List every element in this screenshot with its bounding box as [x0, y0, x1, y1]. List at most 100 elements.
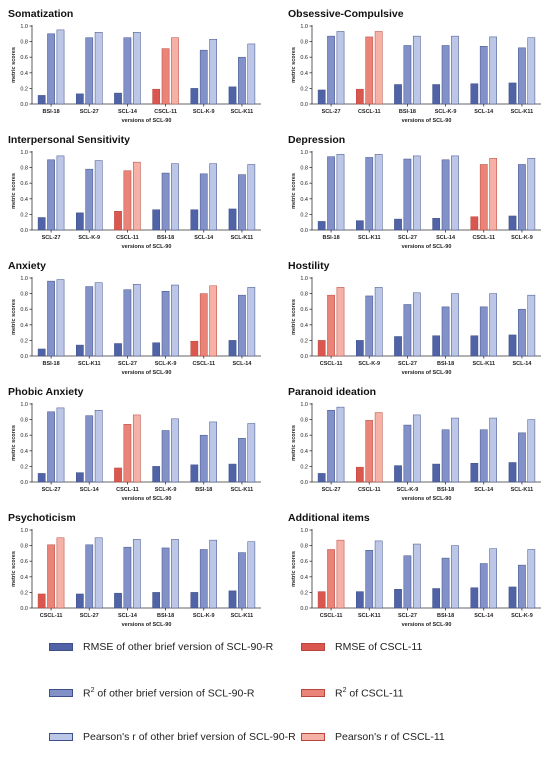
bar — [441, 306, 450, 357]
bar — [114, 467, 122, 483]
y-tick-label: 1.0 — [300, 528, 308, 534]
x-tick-label: SCL-K-9 — [358, 361, 380, 367]
x-tick-label: SCL-14 — [512, 361, 532, 367]
bar — [470, 335, 479, 357]
bar — [132, 539, 141, 609]
y-tick-label: 0.8 — [20, 166, 28, 172]
legend-label: RMSE of other brief version of SCL-90-R — [83, 641, 274, 653]
bar — [327, 35, 335, 105]
bar — [394, 589, 402, 609]
bar — [432, 218, 441, 231]
x-axis-label: versions of SCL-90 — [402, 370, 452, 376]
x-tick-label: SCL-14 — [118, 109, 138, 115]
y-tick-label: 0.2 — [20, 212, 28, 218]
bar — [247, 43, 256, 105]
bar — [94, 282, 103, 357]
bar — [508, 215, 517, 231]
y-tick-label: 0.8 — [300, 40, 308, 46]
y-tick-label: 0.4 — [20, 575, 28, 581]
bar — [327, 409, 335, 483]
chart-svg: Depression 0.0 0.2 0.4 0.6 0.8 1.0 metric score… — [288, 134, 541, 250]
x-axis-label: versions of SCL-90 — [122, 244, 172, 250]
bar — [114, 211, 122, 231]
bar — [171, 284, 179, 357]
bar — [365, 157, 374, 231]
bar — [479, 306, 488, 357]
y-tick-label: 1.0 — [20, 276, 28, 282]
chart-svg: Hostility 0.0 0.2 0.4 0.6 0.8 1.0 metric scores… — [288, 260, 541, 376]
bar — [199, 434, 208, 483]
bar — [37, 348, 46, 357]
x-tick-label: CSCL-11 — [358, 109, 381, 115]
chart-svg: Phobic Anxiety 0.0 0.2 0.4 0.6 0.8 1.0 metric s… — [8, 386, 261, 502]
bar — [508, 82, 517, 105]
bar — [47, 159, 55, 231]
bar — [76, 593, 84, 609]
bar — [527, 294, 536, 357]
legend-swatch — [301, 689, 325, 697]
y-tick-label: 0.0 — [20, 606, 28, 612]
x-tick-label: SCL-27 — [322, 487, 341, 493]
bar — [441, 429, 450, 483]
y-tick-label: 0.0 — [300, 354, 308, 360]
bar — [171, 418, 179, 483]
bar — [479, 164, 488, 231]
legend-item: R2 of other brief version of SCL-90-R — [49, 686, 254, 700]
bar — [356, 466, 364, 483]
x-tick-label: SCL-K-9 — [397, 487, 419, 493]
bar — [37, 473, 46, 483]
legend-label-superscript: 2 — [342, 686, 347, 694]
x-axis-label: versions of SCL-90 — [122, 496, 172, 502]
bar — [479, 429, 488, 483]
y-tick-label: 0.2 — [300, 338, 308, 344]
x-axis-label: versions of SCL-90 — [122, 622, 172, 628]
legend-label-text: of CSCL-11 — [346, 687, 404, 700]
x-axis-label: versions of SCL-90 — [402, 622, 452, 628]
y-tick-label: 0.4 — [300, 449, 308, 455]
chart-svg: Interpersonal Sensitivity 0.0 0.2 0.4 0.6 0.8… — [8, 134, 261, 250]
y-axis-label: metric scores — [291, 299, 297, 335]
y-tick-label: 0.6 — [20, 181, 28, 187]
x-tick-label: CSCL-11 — [320, 613, 343, 619]
bar — [374, 287, 383, 357]
y-tick-label: 0.6 — [20, 307, 28, 313]
y-axis-label: metric scores — [11, 173, 17, 209]
y-tick-label: 0.6 — [300, 307, 308, 313]
x-tick-label: SCL-27 — [118, 361, 137, 367]
y-tick-label: 1.0 — [20, 528, 28, 534]
bar — [114, 343, 122, 357]
chart-svg: Obsessive-Compulsive 0.0 0.2 0.4 0.6 0.8 1.0 me… — [288, 8, 541, 124]
bar — [403, 45, 412, 105]
y-tick-label: 1.0 — [20, 24, 28, 30]
y-tick-label: 0.6 — [300, 181, 308, 187]
bar — [238, 56, 246, 105]
bar — [394, 218, 402, 231]
bar — [85, 286, 94, 357]
bar — [209, 163, 218, 231]
x-axis-label: versions of SCL-90 — [402, 496, 452, 502]
y-tick-label: 0.6 — [20, 559, 28, 565]
x-axis-label: versions of SCL-90 — [402, 244, 452, 250]
bar — [247, 423, 256, 483]
bar — [432, 335, 441, 357]
y-tick-label: 0.6 — [300, 433, 308, 439]
bar — [199, 293, 208, 357]
bar — [527, 549, 536, 609]
legend-label-superscript: 2 — [90, 686, 95, 694]
bar — [441, 557, 450, 609]
legend-swatch — [49, 643, 73, 651]
x-tick-label: SCL-14 — [194, 235, 214, 241]
legend-label: Pearson's r of other brief version of SC… — [83, 731, 296, 743]
x-tick-label: SCL-27 — [42, 487, 61, 493]
y-tick-label: 0.4 — [300, 71, 308, 77]
bar — [356, 88, 364, 105]
bar — [356, 591, 364, 609]
chart-svg: Somatization 0.0 0.2 0.4 0.6 0.8 1.0 metric sco… — [8, 8, 261, 124]
bar — [432, 84, 441, 105]
legend-label: RMSE of CSCL-11 — [335, 641, 423, 653]
bar — [356, 340, 364, 357]
x-tick-label: CSCL-11 — [192, 361, 215, 367]
y-axis-label: metric scores — [291, 551, 297, 587]
legend-swatch — [49, 689, 73, 697]
